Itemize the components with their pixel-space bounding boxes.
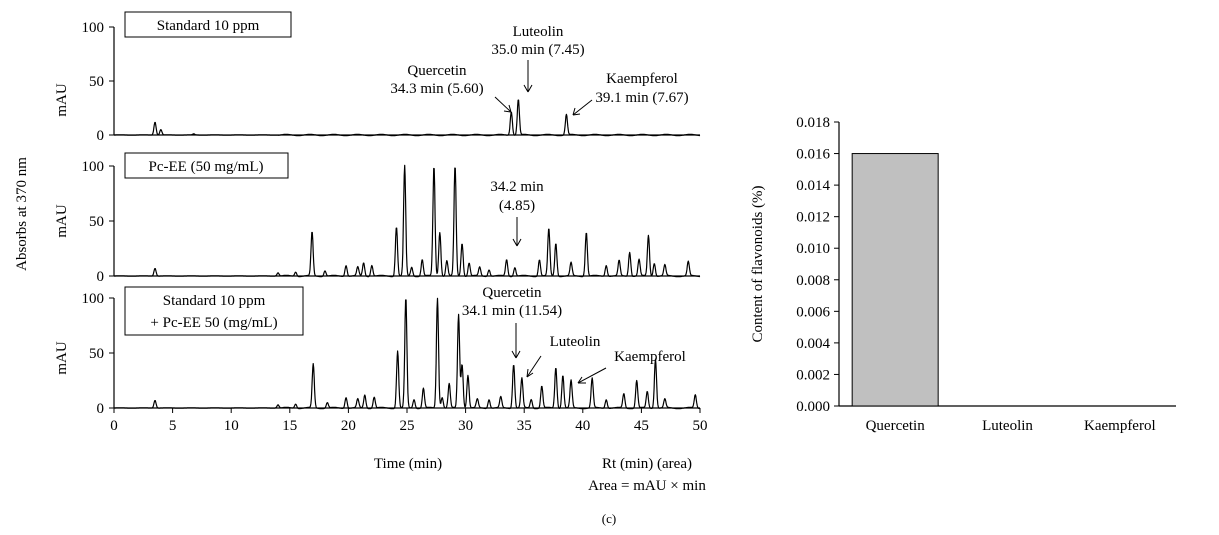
x-tick-label: 30 [458,418,473,434]
arrow-head-icon [572,107,581,116]
arrow-head-icon [503,104,512,113]
x-tick-label: 50 [693,418,708,434]
footer-note-area: Area = mAU × min [588,478,706,494]
annotation-peak-rt: 34.2 min [490,179,544,195]
annotation-luteolin-rt: 35.0 min (7.45) [491,42,584,58]
arrow-head-icon [512,238,522,247]
arrow-luteolin [526,355,542,378]
panel-spiked: 0 50 100 mAU Standard 10 ppm + Pc-EE 50 … [54,285,701,417]
annotation-luteolin-name: Luteolin [513,24,564,40]
y-tick-label: 100 [82,20,105,36]
x-tick-label: 5 [169,418,177,434]
bar-category-label: Luteolin [982,418,1033,434]
x-tick-label: 15 [282,418,297,434]
label-box [124,11,292,38]
annotation-luteolin-name: Luteolin [550,334,601,350]
chromatogram-trace-standard [113,99,701,137]
arrow-quercetin [494,96,512,113]
arrow-head-icon [526,368,534,378]
bar-quercetin [851,153,939,407]
arrow-head-icon [523,84,533,93]
annotation-peak-area: (4.85) [499,198,535,214]
panel-pc-ee: 0 50 100 mAU Pc-EE (50 mg/mL) 34.2 min (… [54,152,701,285]
x-tick-label: 20 [341,418,356,434]
y-tick-label: 50 [89,346,104,362]
chromatogram-trace-spiked [113,297,701,410]
footer-note-rt: Rt (min) (area) [602,456,692,472]
panel-standard: 0 50 100 mAU Standard 10 ppm Quercetin 3… [54,11,701,144]
bar-y-tick-label: 0.006 [796,304,830,320]
bar-y-tick-label: 0.008 [796,273,830,289]
y-tick-label: 50 [89,214,104,230]
x-tick-label: 10 [224,418,239,434]
y-tick-label: 50 [89,74,104,90]
y-tick-label: 100 [82,291,105,307]
chromatogram-trace-pc-ee [113,164,701,278]
arrow-head-icon [511,350,521,359]
annotation-kaempferol-name: Kaempferol [606,71,678,87]
x-tick-label: 40 [575,418,590,434]
arrow-kaempferol [572,99,593,116]
bar-y-tick-label: 0.010 [796,241,830,257]
x-axis: 0 5 10 15 20 25 30 35 40 45 50 [110,408,708,434]
annotation-quercetin-rt: 34.1 min (11.54) [462,303,562,319]
x-tick-label: 45 [634,418,649,434]
label-box-text: + Pc-EE 50 (mg/mL) [150,315,277,331]
x-tick-label: 35 [517,418,532,434]
figure-label: (c) [602,511,616,526]
label-box [124,152,289,179]
label-box-text: Standard 10 ppm [157,18,260,34]
y-tick-label: 0 [97,401,105,417]
arrow-kaempferol [577,367,607,384]
bar-category-label: Kaempferol [1084,418,1156,434]
bar-y-tick-label: 0.004 [796,336,830,352]
y-axis-label: mAU [54,83,70,117]
y-tick-label: 0 [97,128,105,144]
arrow-head-icon [577,376,586,384]
annotation-quercetin-name: Quercetin [407,63,467,79]
bar-y-tick-label: 0.000 [796,399,830,415]
label-box-text: Standard 10 ppm [163,293,266,309]
bar-y-tick-label: 0.018 [796,115,830,131]
annotation-quercetin-name: Quercetin [482,285,542,301]
shared-y-title: Absorbs at 370 nm [14,157,30,271]
y-tick-label: 100 [82,159,105,175]
bar-y-tick-label: 0.014 [796,178,830,194]
y-axis-label: mAU [54,341,70,375]
x-tick-label: 0 [110,418,118,434]
bar-y-tick-label: 0.002 [796,367,830,383]
y-axis-label: mAU [54,204,70,238]
y-tick-label: 0 [97,269,105,285]
x-axis-label: Time (min) [374,456,442,472]
annotation-quercetin-rt: 34.3 min (5.60) [390,81,483,97]
label-box [124,286,304,336]
bar-y-tick-label: 0.016 [796,147,830,163]
annotation-kaempferol-rt: 39.1 min (7.67) [595,90,688,106]
label-box-text: Pc-EE (50 mg/mL) [149,159,264,175]
bar-chart-y-label: Content of flavonoids (%) [750,185,766,342]
annotation-kaempferol-name: Kaempferol [614,349,686,365]
x-tick-label: 25 [400,418,415,434]
bar-chart: Content of flavonoids (%) 0.000 0.002 0.00… [750,115,1176,434]
bar-y-tick-label: 0.012 [796,210,830,226]
bar-category-label: Quercetin [866,418,926,434]
